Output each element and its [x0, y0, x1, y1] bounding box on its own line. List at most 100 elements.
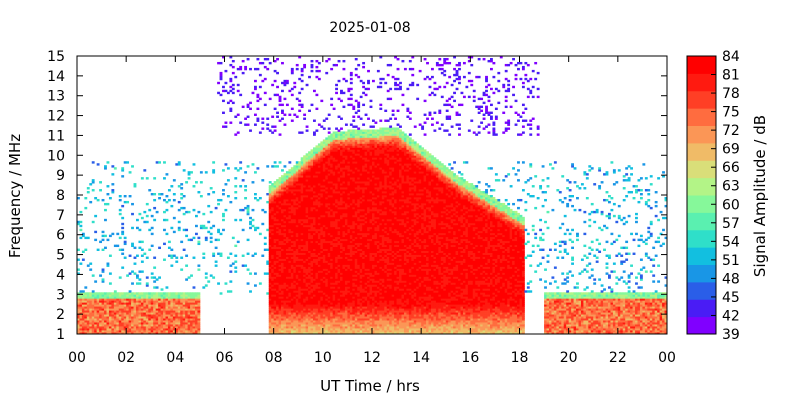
- heatmap-cell-3520: [320, 316, 324, 319]
- heatmap-cell-141: [89, 316, 93, 319]
- heatmap-cell-4648: [344, 143, 348, 146]
- heatmap-cell-3841: [327, 276, 331, 279]
- heatmap-cell-4573: [344, 292, 348, 295]
- heatmap-cell-543: [126, 318, 130, 321]
- heatmap-cell-1507: [244, 67, 248, 71]
- heatmap-cell-3634: [322, 286, 326, 289]
- heatmap-cell-4758: [347, 131, 351, 134]
- heatmap-cell-3317: [315, 318, 319, 321]
- heatmap-cell-301: [104, 312, 107, 315]
- heatmap-cell-544: [126, 316, 130, 319]
- heatmap-cell-4530: [342, 165, 346, 168]
- heatmap-cell-2756: [300, 290, 304, 293]
- heatmap-cell-4074: [332, 226, 336, 230]
- heatmap-cell-1985: [278, 238, 282, 242]
- heatmap-cell-1972: [278, 264, 282, 267]
- heatmap-cell-4710: [347, 226, 351, 230]
- heatmap-cell-177: [91, 294, 95, 297]
- heatmap-cell-2804: [300, 195, 304, 198]
- heatmap-cell-3704: [322, 147, 326, 150]
- heatmap-cell-2753: [300, 296, 304, 299]
- heatmap-cell-3954: [330, 258, 334, 261]
- heatmap-cell-1205: [185, 278, 189, 281]
- heatmap-cell-2246: [285, 240, 289, 244]
- heatmap-cell-3357: [315, 238, 319, 242]
- heatmap-cell-1176: [182, 294, 186, 297]
- heatmap-cell-229: [96, 298, 100, 301]
- heatmap-cell-553: [126, 298, 130, 301]
- heatmap-cell-3238: [313, 280, 316, 283]
- heatmap-cell-2767: [300, 268, 304, 271]
- heatmap-cell-3423: [317, 310, 321, 313]
- heatmap-cell-789: [148, 312, 152, 315]
- heatmap-cell-2353: [288, 196, 292, 200]
- heatmap-cell-1112: [177, 306, 181, 309]
- heatmap-cell-451: [118, 324, 122, 327]
- heatmap-cell-3131: [310, 298, 314, 301]
- heatmap-cell-2817: [300, 169, 304, 172]
- heatmap-cell-4505: [342, 214, 346, 218]
- heatmap-cell-973: [165, 318, 169, 321]
- heatmap-cell-1999: [278, 210, 282, 214]
- heatmap-cell-489: [121, 304, 125, 307]
- heatmap-cell-4582: [344, 274, 348, 277]
- heatmap-cell-3571: [320, 214, 324, 218]
- heatmap-cell-3145: [310, 270, 314, 273]
- heatmap-cell-4620: [344, 198, 348, 202]
- heatmap-cell-846: [153, 304, 157, 307]
- heatmap-cell-43: [79, 302, 83, 305]
- heatmap-cell-2480: [293, 296, 297, 299]
- heatmap-cell-1711: [271, 282, 275, 285]
- heatmap-cell-4266: [337, 264, 341, 267]
- heatmap-cell-1052: [172, 324, 176, 327]
- heatmap-cell-582: [128, 272, 132, 275]
- heatmap-cell-4615: [344, 208, 348, 212]
- heatmap-cell-4354: [340, 302, 343, 305]
- heatmap-cell-3857: [327, 244, 331, 248]
- heatmap-cell-3453: [317, 250, 321, 253]
- heatmap-cell-1510: [246, 268, 250, 271]
- heatmap-cell-512: [123, 324, 127, 327]
- heatmap-cell-4820: [349, 220, 353, 224]
- heatmap-cell-879: [155, 300, 159, 303]
- heatmap-cell-4239: [337, 318, 341, 321]
- heatmap-cell-3583: [320, 191, 324, 194]
- heatmap-cell-770: [145, 292, 149, 295]
- heatmap-cell-2489: [293, 278, 297, 281]
- heatmap-cell-2834: [303, 328, 307, 331]
- heatmap-cell-3819: [327, 320, 331, 323]
- heatmap-cell-1584: [263, 248, 267, 251]
- heatmap-cell-50: [79, 262, 83, 265]
- heatmap-cell-1763: [271, 131, 275, 134]
- heatmap-cell-1635: [268, 276, 272, 279]
- heatmap-cell-4613: [344, 212, 348, 216]
- heatmap-cell-1136: [180, 316, 184, 319]
- heatmap-cell-2324: [288, 254, 292, 257]
- heatmap-cell-2105: [281, 117, 284, 120]
- heatmap-cell-1274: [192, 310, 196, 313]
- heatmap-cell-4449: [342, 326, 346, 329]
- heatmap-cell-3326: [315, 300, 319, 303]
- heatmap-cell-790: [148, 310, 152, 313]
- heatmap-cell-2843: [303, 310, 307, 313]
- heatmap-cell-2690: [298, 234, 302, 238]
- heatmap-cell-3011: [305, 163, 309, 166]
- heatmap-cell-1799: [273, 268, 277, 271]
- heatmap-cell-829: [150, 226, 154, 230]
- heatmap-cell-3683: [322, 189, 326, 192]
- heatmap-cell-1496: [241, 105, 245, 109]
- heatmap-cell-2822: [300, 159, 304, 162]
- heatmap-cell-4426: [340, 159, 343, 162]
- heatmap-cell-1720: [271, 264, 275, 267]
- heatmap-cell-3832: [327, 294, 331, 297]
- heatmap-cell-1500: [244, 206, 248, 210]
- heatmap-cell-1721: [271, 262, 275, 265]
- heatmap-cell-2573: [295, 286, 299, 289]
- heatmap-cell-87: [84, 322, 88, 325]
- heatmap-cell-2011: [278, 187, 282, 190]
- heatmap-cell-4468: [342, 288, 346, 291]
- heatmap-cell-119: [86, 310, 90, 313]
- heatmap-cell-4937: [352, 210, 356, 214]
- heatmap-cell-4450: [342, 324, 346, 327]
- heatmap-cell-2609: [295, 214, 299, 218]
